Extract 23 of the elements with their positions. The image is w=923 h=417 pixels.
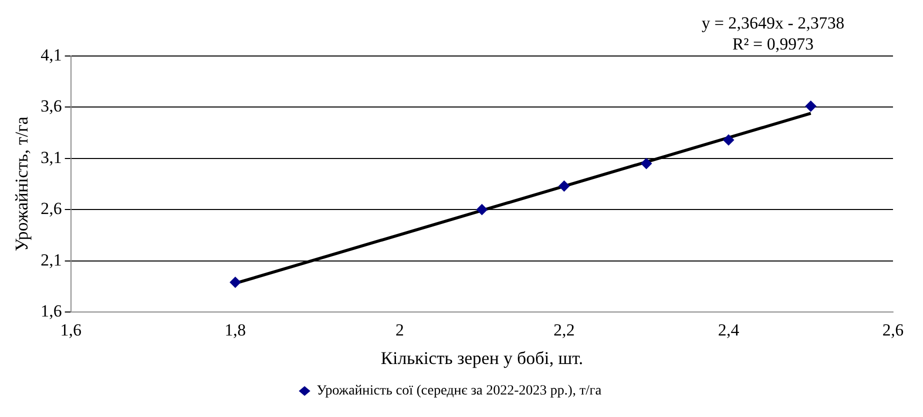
- x-tick-label: 2: [395, 320, 404, 340]
- legend-label: Урожайність сої (середнє за 2022-2023 рр.), т/га: [316, 384, 602, 399]
- point: [805, 100, 816, 112]
- point: [723, 134, 734, 146]
- y-tick-label: 1,6: [40, 301, 62, 320]
- y-axis-title: Урожайність, т/га: [12, 116, 32, 252]
- y-tick-label: 2,1: [40, 250, 62, 270]
- point: [558, 180, 570, 192]
- point: [476, 204, 488, 216]
- x-tick-label: 2,6: [882, 320, 904, 340]
- point: [640, 158, 652, 170]
- y-tick-label: 3,6: [40, 96, 62, 116]
- x-tick-label: 2,2: [554, 320, 575, 340]
- x-tick-label: 1,8: [224, 320, 246, 340]
- y-tick-label: 4,1: [40, 45, 62, 64]
- text: R² = 0,9973: [732, 34, 814, 54]
- y-tick-label: 2,6: [40, 199, 62, 218]
- x-tick-label: 2,4: [718, 320, 740, 340]
- text: y = 2,3649x - 2,3738: [702, 13, 844, 32]
- y-tick-label: 3,1: [40, 148, 62, 167]
- x-tick-label: 1,6: [60, 320, 82, 340]
- x-axis-title: Кількість зерен у бобі, шт.: [380, 348, 584, 368]
- point: [230, 276, 241, 288]
